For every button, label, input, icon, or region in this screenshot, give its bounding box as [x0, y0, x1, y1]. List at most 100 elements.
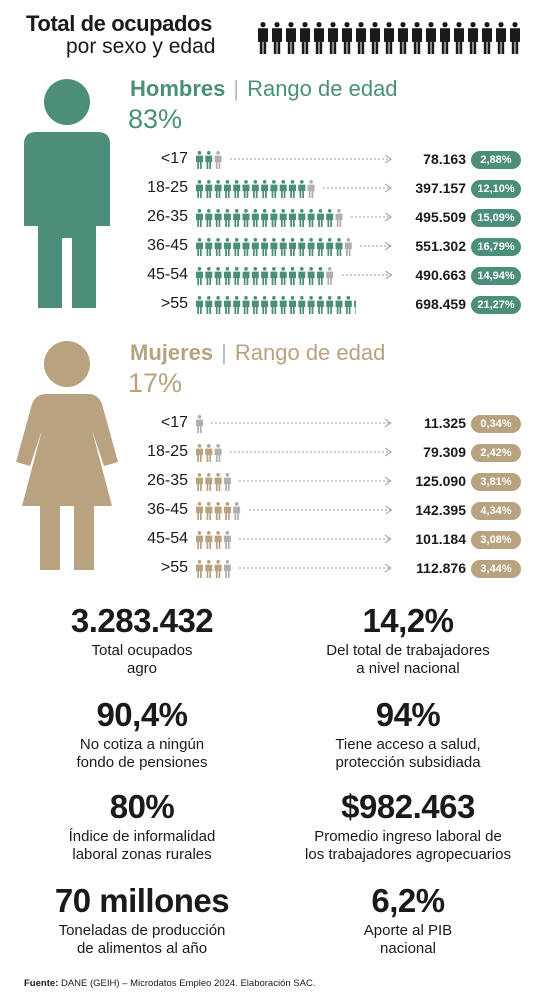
person-icon: [344, 238, 352, 256]
percent-badge: 15,09%: [471, 209, 521, 227]
stat-health-access: 94% Tiene acceso a salud, protección sub…: [278, 696, 538, 772]
percent-badge: 0,34%: [471, 415, 521, 433]
person-icon: [261, 238, 269, 256]
person-icon: [233, 209, 241, 227]
age-label: >55: [160, 295, 188, 312]
person-icon: [326, 267, 334, 285]
person-icon: [196, 502, 203, 520]
person-icon: [279, 180, 287, 198]
age-label: 26-35: [147, 472, 188, 489]
page-title: Total de ocupados: [26, 11, 212, 36]
person-icon: [316, 267, 324, 285]
person-icon: [298, 209, 306, 227]
age-row: 36-45 142.395 4,34%: [0, 499, 542, 523]
stat-value: 94%: [375, 696, 441, 733]
person-icon: [223, 209, 231, 227]
age-row: 45-54 490.663 14,94%: [0, 264, 542, 288]
age-label: 36-45: [147, 501, 188, 518]
age-label: <17: [160, 414, 188, 431]
person-icon: [326, 209, 334, 227]
person-icon: [196, 473, 203, 491]
person-icon: [196, 296, 203, 314]
age-label: 45-54: [147, 530, 188, 547]
person-icon: [344, 296, 352, 314]
age-row: >55 698.459 21,27%: [0, 293, 542, 317]
percent-badge: 3,81%: [471, 473, 521, 491]
page-subtitle: por sexo y edad: [66, 35, 216, 58]
person-icon: [242, 209, 250, 227]
person-icon: [286, 22, 296, 54]
age-people-icons: [196, 415, 203, 433]
age-people-icons: [196, 179, 315, 198]
stat-value: 6,2%: [371, 882, 445, 919]
percent-badge: 21,27%: [471, 296, 521, 314]
person-icon: [242, 180, 250, 198]
percent-badge: 14,94%: [471, 267, 521, 285]
dotted-arrow-icon: [350, 212, 392, 222]
hombres-group-label: Hombres: [130, 76, 226, 101]
person-icon: [251, 267, 259, 285]
person-icon: [279, 238, 287, 256]
age-label: 45-54: [147, 266, 188, 283]
percent-badge: 12,10%: [471, 180, 521, 198]
person-icon: [233, 502, 241, 520]
person-icon: [279, 296, 287, 314]
stat-value: 80%: [109, 788, 175, 825]
person-icon: [298, 180, 306, 198]
age-label: 18-25: [147, 443, 188, 460]
person-icon: [214, 501, 222, 520]
person-icon: [261, 180, 269, 198]
person-icon: [279, 267, 287, 285]
person-icon: [214, 179, 222, 198]
stat-description: Del total de trabajadores a nivel nacion…: [326, 642, 490, 677]
source-text: DANE (GEIH) – Microdatos Empleo 2024. El…: [58, 978, 316, 989]
person-icon: [214, 295, 222, 314]
person-icon: [326, 296, 334, 314]
age-people-icons: [196, 501, 241, 520]
person-icon: [251, 296, 259, 314]
count-value: 79.309: [423, 444, 466, 460]
arrow-head: [384, 534, 392, 544]
count-value: 101.184: [415, 531, 466, 547]
age-row: 45-54 101.184 3,08%: [0, 528, 542, 552]
title-separator: |: [221, 340, 227, 365]
mujeres-group-label: Mujeres: [130, 340, 214, 365]
stat-total-ocupados: 3.283.432 Total ocupados agro: [12, 602, 272, 678]
stat-value: $982.463: [341, 788, 475, 825]
person-icon: [214, 237, 222, 256]
mujeres-range-label: Rango de edad: [234, 340, 386, 365]
hombres-section: Hombres | Rango de edad 83% <17 78.163 2,88%…: [0, 70, 542, 330]
person-icon: [289, 180, 296, 198]
person-icon: [205, 209, 213, 227]
person-icon: [223, 560, 231, 578]
person-icon: [316, 296, 324, 314]
person-icon: [270, 296, 278, 314]
arrow-head: [384, 505, 392, 515]
age-label: 36-45: [147, 237, 188, 254]
person-icon: [214, 559, 222, 578]
count-value: 495.509: [415, 209, 466, 225]
age-people-icons: [196, 472, 231, 491]
age-row: >55 112.876 3,44%: [0, 557, 542, 581]
percent-badge: 16,79%: [471, 238, 521, 256]
person-icon: [270, 238, 278, 256]
person-icon: [289, 209, 296, 227]
person-icon: [440, 22, 450, 54]
person-icon: [223, 502, 231, 520]
person-icon: [258, 22, 268, 54]
age-row: <17 11.325 0,34%: [0, 412, 542, 436]
person-icon: [326, 238, 334, 256]
female-figure-icon: [16, 341, 118, 570]
dotted-arrow-icon: [229, 154, 392, 164]
age-people-icons: [196, 237, 352, 256]
person-icon: [454, 22, 464, 54]
male-figure-icon: [24, 79, 110, 308]
dotted-arrow-icon: [239, 563, 392, 573]
percent-badge: 3,44%: [471, 560, 521, 578]
person-icon: [251, 209, 259, 227]
person-icon: [205, 531, 213, 549]
person-icon: [196, 151, 203, 169]
stat-average-income: $982.463 Promedio ingreso laboral de los…: [278, 788, 538, 864]
age-people-icons: [196, 208, 343, 227]
person-icon: [316, 238, 324, 256]
